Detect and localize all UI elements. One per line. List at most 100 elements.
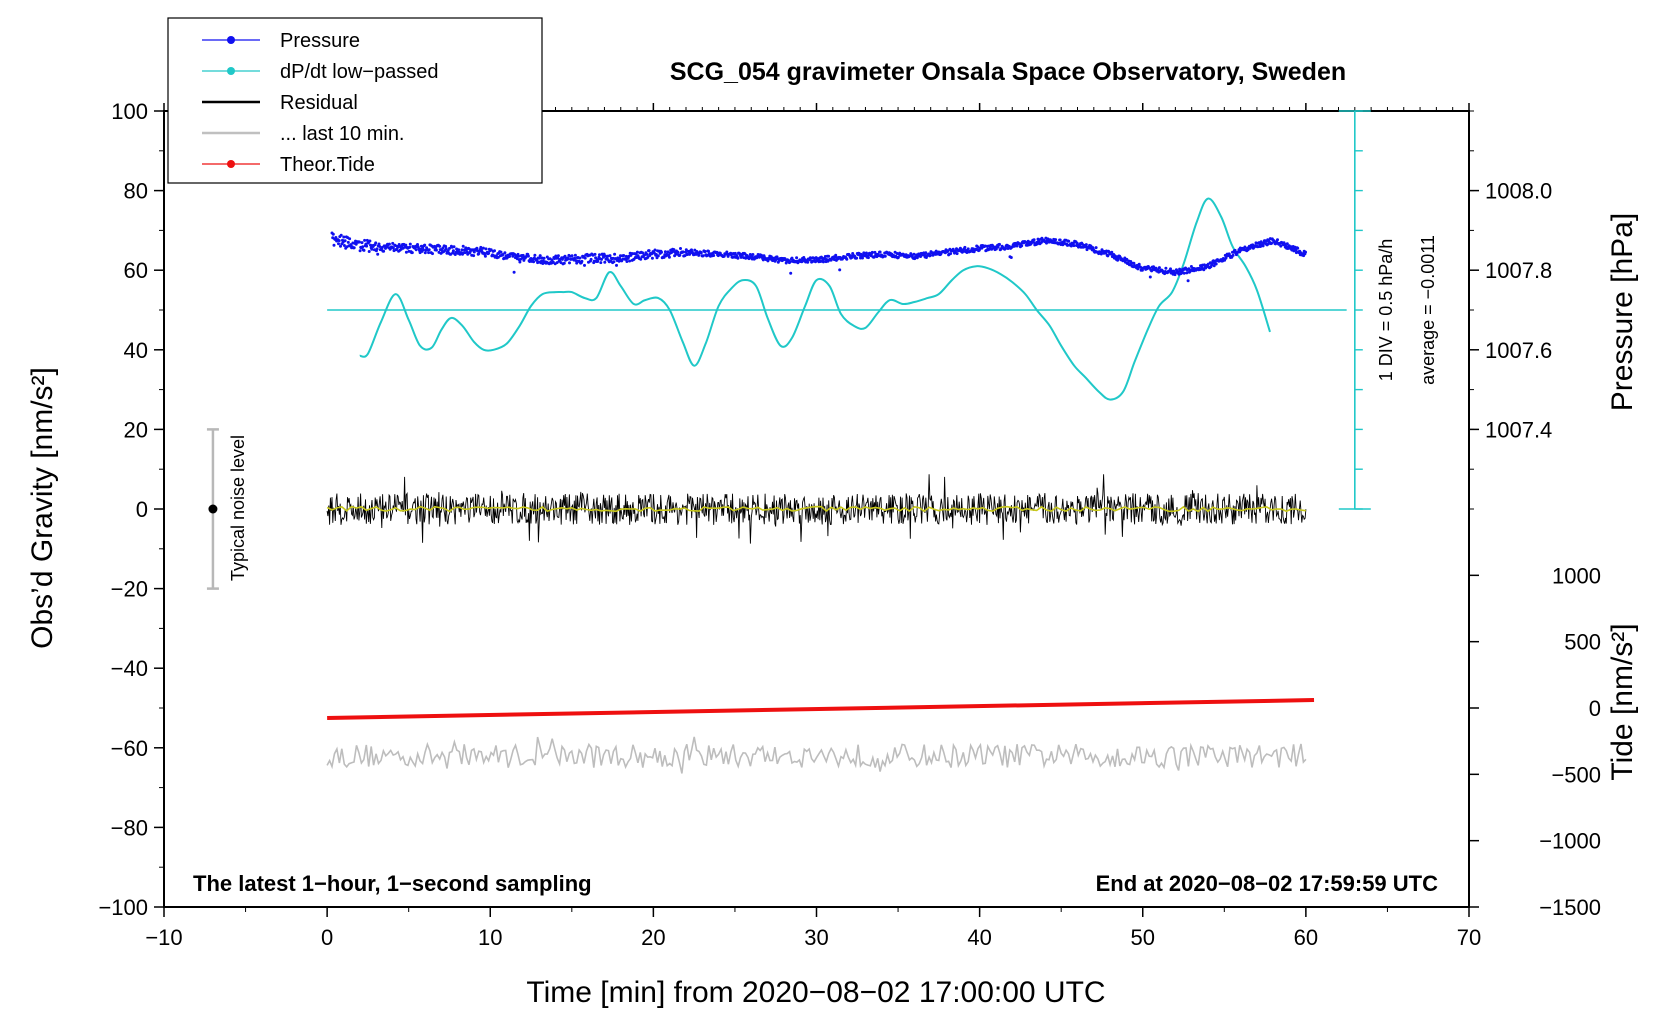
noise-center-dot	[208, 504, 218, 514]
pressure-point	[331, 232, 335, 236]
pressure-point	[1251, 243, 1255, 247]
pressure-point	[1202, 263, 1206, 267]
pressure-point	[354, 242, 358, 246]
pressure-point	[575, 261, 579, 265]
pressure-point	[641, 251, 645, 255]
ticks-layer: −10 0 10 20 30 40 50 60 70−100−80−60−40−20020406…	[98, 99, 1601, 950]
pressure-point	[878, 250, 882, 254]
pressure-point	[684, 250, 688, 254]
pressure-point	[862, 251, 866, 255]
pressure-point	[955, 252, 959, 256]
pressure-point	[562, 261, 566, 265]
tide-tick-label: 500	[1564, 630, 1601, 655]
pressure-tick-label: 1007.6	[1485, 338, 1552, 363]
pressure-point	[343, 239, 347, 243]
pressure-point	[635, 250, 639, 254]
pressure-point	[538, 254, 542, 258]
pressure-point	[332, 243, 336, 247]
pressure-point	[1279, 244, 1283, 248]
pressure-point	[438, 244, 442, 248]
pressure-point	[568, 261, 571, 265]
pressure-point	[919, 255, 923, 258]
pressure-point	[444, 247, 448, 251]
pressure-point	[1045, 241, 1048, 245]
pressure-point	[376, 252, 380, 256]
pressure-point	[1020, 244, 1024, 248]
pressure-series	[330, 231, 1307, 283]
pressure-point	[487, 251, 491, 255]
pressure-point	[866, 256, 870, 260]
pressure-point	[583, 263, 586, 267]
pressure-point	[998, 242, 1001, 246]
pressure-point	[387, 242, 391, 246]
pressure-point	[788, 260, 792, 264]
pressure-point	[427, 248, 431, 252]
y-tick-label: −20	[111, 577, 148, 602]
y-tick-label: −80	[111, 815, 148, 840]
pressure-point	[1148, 275, 1152, 279]
pressure-point	[408, 242, 412, 246]
pressure-point	[423, 243, 427, 247]
pressure-point	[800, 260, 804, 264]
tide-tick-label: −1000	[1539, 829, 1601, 854]
pressure-point	[1185, 271, 1189, 275]
pressure-point	[1009, 256, 1013, 259]
pressure-point	[821, 260, 825, 264]
legend: Pressure dP/dt low−passed Residual ... last…	[167, 17, 543, 184]
pressure-point	[1285, 242, 1289, 246]
pressure-point	[1061, 243, 1065, 247]
pressure-point	[573, 256, 577, 260]
pressure-point	[346, 240, 350, 244]
pressure-point	[647, 249, 651, 253]
legend-label: Pressure	[280, 30, 360, 52]
legend-marker	[227, 67, 235, 75]
pressure-point	[966, 247, 970, 251]
pressure-point	[367, 250, 371, 253]
pressure-point	[358, 249, 362, 253]
tide-tick-label: 1000	[1552, 563, 1601, 588]
series-layer	[326, 197, 1347, 774]
pressure-point	[949, 252, 953, 256]
pressure-point	[1231, 253, 1235, 257]
pressure-point	[570, 254, 574, 258]
pressure-point	[396, 245, 400, 249]
pressure-tick-label: 1007.4	[1485, 417, 1552, 442]
pressure-point	[421, 248, 425, 252]
last10-series	[326, 736, 1307, 774]
pressure-point	[1270, 241, 1274, 245]
pressure-point	[578, 256, 582, 260]
pressure-point	[656, 254, 660, 258]
pressure-point	[663, 250, 667, 254]
pressure-point	[1283, 242, 1287, 246]
pressure-point	[404, 243, 408, 247]
pressure-point	[1304, 250, 1307, 254]
pressure-point	[342, 235, 346, 239]
pressure-point	[414, 248, 418, 252]
pressure-point	[583, 256, 587, 260]
tide-series	[327, 698, 1315, 720]
pressure-point	[493, 249, 496, 253]
pressure-point	[625, 260, 629, 263]
pressure-point	[339, 244, 342, 248]
y-tick-label: 60	[124, 258, 148, 283]
pressure-point	[845, 257, 849, 261]
pressure-point	[397, 243, 401, 246]
pressure-point	[1032, 238, 1036, 242]
pressure-point	[512, 270, 516, 274]
pressure-point	[427, 251, 431, 255]
pressure-point	[457, 248, 461, 252]
pressure-point	[357, 240, 361, 244]
y-axis-label-tide: Tide [nm/s²]	[1606, 623, 1639, 780]
div-label: 1 DIV = 0.5 hPa/h	[1376, 239, 1396, 382]
pressure-point	[600, 257, 603, 261]
pressure-point	[542, 256, 546, 260]
pressure-point	[452, 245, 456, 249]
pressure-point	[883, 254, 887, 258]
pressure-point	[532, 260, 536, 264]
pressure-point	[705, 253, 709, 257]
pressure-point	[339, 233, 343, 237]
pressure-point	[834, 253, 838, 257]
y-tick-label: 80	[124, 179, 148, 204]
pressure-tick-label: 1008.0	[1485, 179, 1552, 204]
x-tick-label: 40	[967, 925, 991, 950]
